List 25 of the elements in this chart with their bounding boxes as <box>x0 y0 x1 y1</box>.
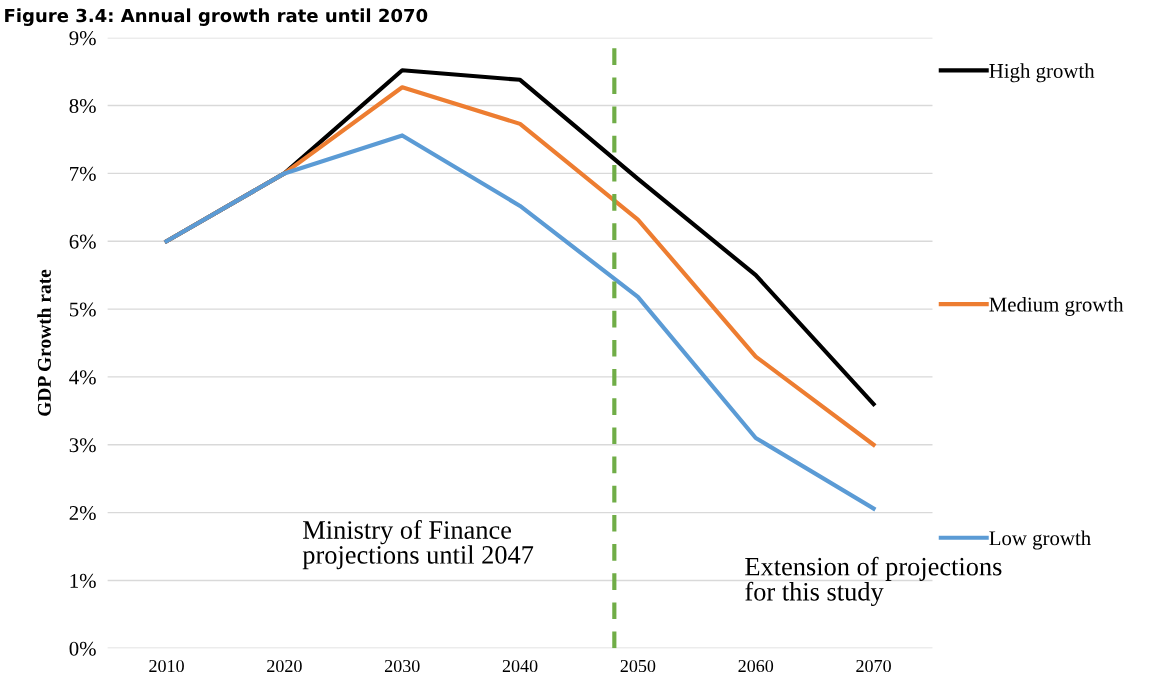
line-series <box>164 133 876 511</box>
legend-label: Medium growth <box>989 296 1124 316</box>
chart-title: Figure 3.4: Annual growth rate until 2070 <box>5 8 428 26</box>
y-tick-label: 0% <box>69 641 96 656</box>
y-tick-label: 7% <box>70 166 96 181</box>
x-tick-label: 2010 <box>149 659 184 673</box>
y-tick-label: 5% <box>69 302 96 317</box>
x-tick-label: 2060 <box>738 659 774 673</box>
y-tick-label: 3% <box>69 438 96 453</box>
y-tick-label: 9% <box>69 31 96 46</box>
x-tick-label: 2040 <box>502 659 538 673</box>
y-tick-label: 4% <box>69 370 96 385</box>
annotation: Ministry of Finance projections until 2047 <box>302 520 534 570</box>
y-tick-label: 1% <box>70 573 96 588</box>
annotation: Extension of projections for this study <box>745 556 1002 607</box>
x-tick-label: 2070 <box>856 659 891 673</box>
x-tick-label: 2050 <box>620 659 656 673</box>
y-tick-label: 8% <box>69 98 96 114</box>
y-tick-label: 6% <box>69 234 96 249</box>
legend-label: High growth <box>989 63 1095 83</box>
y-tick-label: 2% <box>69 505 96 521</box>
legend-label: Low growth <box>989 530 1091 550</box>
y-axis-title: GDP Growth rate <box>37 269 51 416</box>
x-tick-label: 2020 <box>267 659 302 673</box>
x-tick-label: 2030 <box>384 659 420 673</box>
